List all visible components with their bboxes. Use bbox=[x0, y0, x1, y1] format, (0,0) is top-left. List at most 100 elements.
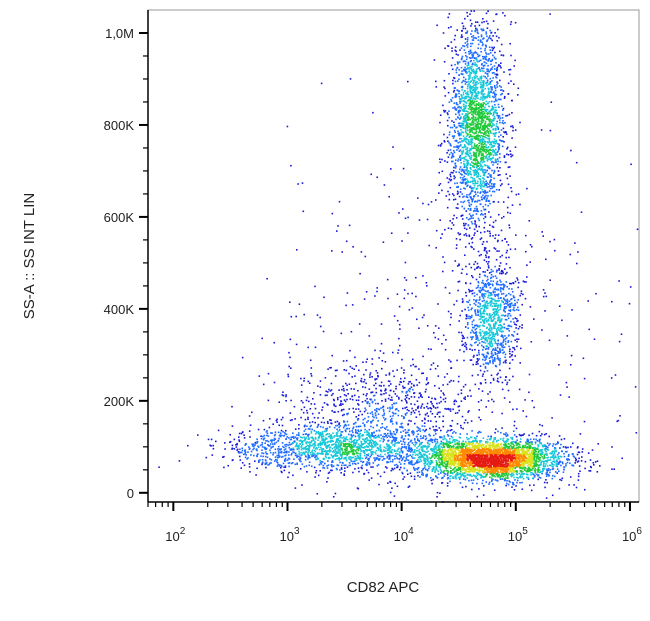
data-point bbox=[476, 210, 478, 213]
data-point bbox=[489, 60, 492, 62]
data-point bbox=[249, 471, 251, 473]
data-point bbox=[457, 117, 460, 119]
data-point bbox=[378, 408, 381, 411]
data-point bbox=[496, 343, 498, 345]
data-point bbox=[423, 457, 425, 459]
data-point bbox=[449, 480, 451, 483]
data-point bbox=[561, 461, 564, 463]
data-point bbox=[497, 170, 500, 172]
data-point bbox=[460, 426, 462, 429]
data-point bbox=[447, 190, 449, 193]
data-point bbox=[413, 385, 415, 387]
data-point bbox=[446, 485, 449, 487]
data-point bbox=[390, 168, 392, 170]
data-point bbox=[299, 468, 302, 470]
data-point bbox=[465, 140, 467, 143]
data-point bbox=[360, 435, 363, 437]
data-point bbox=[458, 95, 461, 98]
data-point bbox=[563, 438, 566, 440]
data-point bbox=[380, 390, 383, 392]
data-point bbox=[505, 327, 508, 330]
data-point bbox=[494, 347, 497, 349]
data-point bbox=[487, 435, 490, 438]
data-point bbox=[464, 308, 466, 311]
data-point bbox=[515, 324, 518, 326]
data-point bbox=[524, 297, 527, 300]
data-point bbox=[495, 93, 497, 96]
data-point bbox=[474, 348, 476, 351]
data-point bbox=[319, 316, 321, 319]
data-point bbox=[262, 452, 265, 455]
data-point bbox=[326, 465, 328, 467]
data-point bbox=[489, 96, 491, 99]
data-point bbox=[484, 208, 487, 211]
data-point bbox=[517, 319, 519, 322]
data-point bbox=[305, 441, 307, 444]
data-point bbox=[387, 482, 389, 484]
data-point bbox=[470, 420, 473, 422]
data-point bbox=[499, 357, 501, 360]
data-point bbox=[484, 293, 487, 295]
data-point bbox=[369, 376, 371, 378]
data-point bbox=[545, 447, 547, 450]
data-point bbox=[508, 330, 510, 332]
data-point bbox=[373, 394, 376, 397]
data-point bbox=[405, 399, 407, 402]
data-point bbox=[411, 307, 414, 309]
data-point bbox=[334, 375, 337, 377]
data-point bbox=[427, 415, 430, 417]
data-point bbox=[376, 410, 378, 413]
data-point bbox=[457, 232, 460, 234]
data-point bbox=[495, 304, 497, 307]
data-point bbox=[531, 400, 534, 402]
data-point bbox=[248, 448, 251, 450]
data-point bbox=[474, 30, 476, 33]
data-point bbox=[355, 425, 358, 428]
data-point bbox=[294, 441, 296, 443]
data-point bbox=[479, 315, 481, 317]
data-point bbox=[531, 245, 533, 248]
data-point bbox=[483, 285, 486, 288]
data-point bbox=[565, 463, 567, 465]
data-point bbox=[459, 191, 462, 193]
data-point bbox=[491, 39, 493, 42]
data-point bbox=[466, 71, 468, 74]
data-point bbox=[549, 471, 551, 474]
data-point bbox=[484, 215, 487, 218]
data-point bbox=[405, 391, 408, 393]
data-point bbox=[555, 449, 557, 452]
data-point bbox=[455, 171, 457, 173]
data-point bbox=[442, 384, 444, 386]
data-point bbox=[425, 474, 427, 476]
data-point bbox=[486, 68, 488, 70]
data-point bbox=[531, 472, 534, 474]
data-point bbox=[282, 445, 284, 448]
data-point bbox=[500, 93, 502, 96]
data-point bbox=[497, 295, 499, 297]
data-point bbox=[474, 200, 477, 202]
data-point bbox=[480, 289, 483, 292]
data-point bbox=[256, 455, 258, 458]
data-point bbox=[569, 253, 572, 256]
data-point bbox=[403, 276, 406, 279]
data-point bbox=[503, 338, 505, 341]
data-point bbox=[366, 461, 369, 463]
data-point bbox=[298, 434, 300, 436]
data-point bbox=[562, 471, 565, 473]
data-point bbox=[487, 83, 490, 86]
data-point bbox=[504, 273, 507, 275]
data-point bbox=[259, 444, 262, 447]
data-point bbox=[481, 293, 483, 295]
data-point bbox=[509, 266, 511, 269]
data-point bbox=[499, 304, 502, 306]
data-point bbox=[366, 358, 368, 360]
data-point bbox=[519, 362, 521, 364]
data-point bbox=[277, 453, 280, 455]
data-point bbox=[451, 97, 454, 99]
data-point bbox=[366, 462, 368, 465]
data-point bbox=[395, 439, 397, 441]
data-point bbox=[305, 433, 308, 435]
data-point bbox=[491, 119, 493, 121]
data-point bbox=[465, 265, 467, 268]
data-point bbox=[494, 158, 497, 160]
